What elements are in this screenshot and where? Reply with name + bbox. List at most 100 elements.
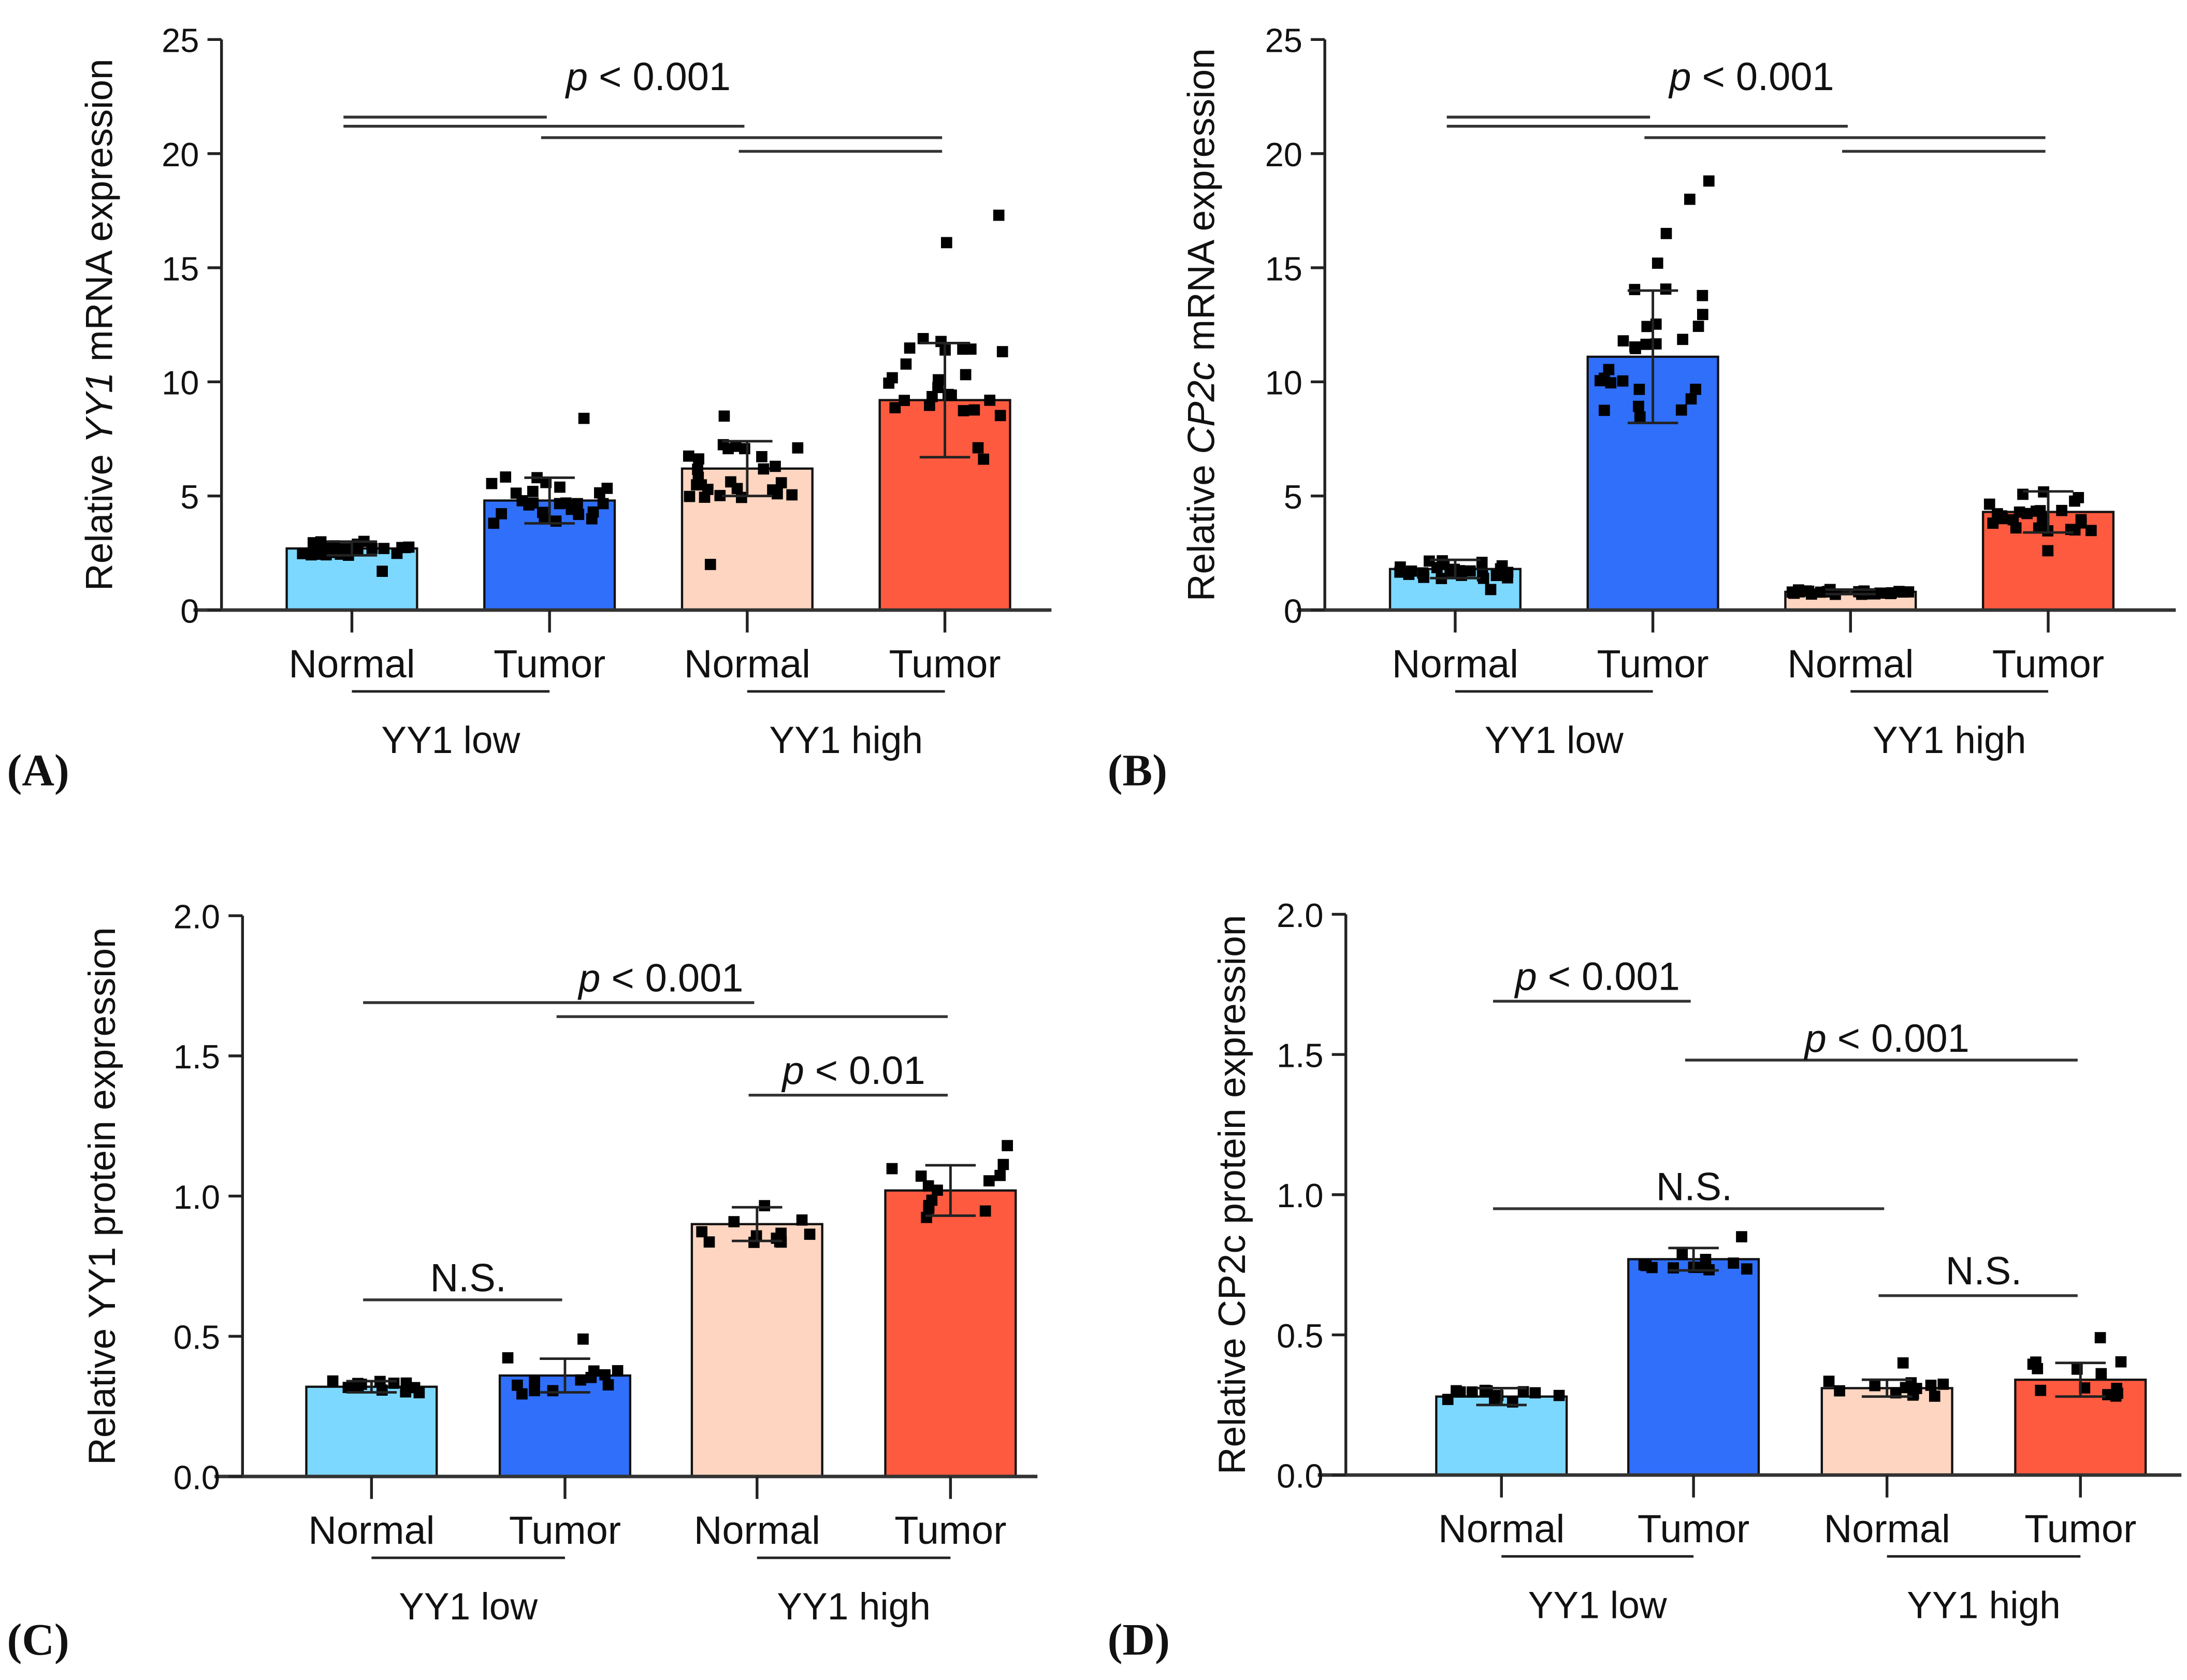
significance-label: p < 0.001 [1668, 55, 1834, 99]
data-point [1605, 377, 1617, 389]
x-tick-label: Tumor [889, 642, 1001, 686]
x-tick-label: Tumor [1597, 642, 1709, 686]
data-point [900, 358, 912, 370]
y-tick-label: 1.5 [173, 1038, 220, 1076]
p-value: < 0.001 [588, 55, 731, 99]
data-point [599, 1369, 611, 1381]
data-point [983, 1175, 995, 1186]
data-point [378, 543, 390, 554]
data-point [527, 486, 539, 497]
data-point [2115, 1356, 2127, 1368]
data-point [2032, 1363, 2044, 1374]
y-tick-label: 0 [1284, 592, 1302, 630]
data-point [1617, 375, 1629, 387]
y-tick-label: 25 [162, 22, 199, 60]
y-tick-label: 2.0 [1277, 896, 1323, 934]
data-point [984, 395, 996, 406]
data-point [1823, 1375, 1835, 1387]
data-point [1697, 289, 1708, 301]
data-point [1603, 364, 1615, 375]
significance-label: p < 0.001 [577, 956, 743, 1000]
data-point [767, 484, 778, 496]
data-point [597, 498, 609, 510]
data-point [1553, 1389, 1565, 1401]
p-value: < 0.001 [1537, 955, 1680, 999]
data-point [1793, 584, 1804, 596]
data-point [926, 390, 938, 402]
y-axis-title-part: Relative CP2c protein expression [1211, 915, 1253, 1474]
data-point [1660, 228, 1672, 239]
data-point [736, 491, 747, 503]
data-point [1633, 383, 1645, 395]
x-tick-label: Normal [684, 642, 810, 686]
data-point [933, 374, 944, 386]
data-point [978, 453, 990, 465]
data-point [2021, 508, 2033, 519]
data-point [1466, 1386, 1478, 1398]
significance-label: N.S. [1656, 1165, 1732, 1209]
data-point [922, 1180, 934, 1192]
data-point [1431, 562, 1443, 573]
data-point [572, 498, 583, 510]
data-point [1937, 1379, 1949, 1390]
y-tick-label: 0 [180, 592, 199, 630]
data-point [1677, 334, 1688, 345]
data-point [1929, 1391, 1940, 1402]
data-point [1454, 1386, 1466, 1398]
panel-a: 0 5 10 15 20 25 Relative YY1 mRNA expression No… [7, 22, 1052, 795]
data-point [1406, 565, 1417, 577]
data-point [2094, 1332, 2106, 1343]
data-point [1703, 175, 1715, 187]
data-point [691, 479, 702, 491]
data-point [1925, 1380, 1937, 1391]
data-point [1442, 1394, 1454, 1406]
p-symbol: p [781, 1049, 804, 1093]
data-point [1629, 341, 1641, 353]
data-point [500, 471, 512, 483]
data-point [693, 453, 704, 465]
data-point [1002, 1140, 1013, 1151]
p-value: < 0.001 [1691, 55, 1834, 99]
data-point [1476, 570, 1488, 582]
data-point [1700, 1254, 1712, 1265]
data-point [722, 443, 734, 455]
data-point [1617, 335, 1629, 346]
data-point [2042, 545, 2054, 557]
group-label: YY1 high [769, 719, 923, 761]
data-point [684, 490, 696, 502]
data-point [804, 1228, 816, 1240]
data-point [306, 549, 317, 561]
data-point [2085, 525, 2097, 537]
bar [690, 1223, 823, 1478]
data-point [683, 450, 694, 462]
data-point [297, 548, 309, 559]
data-point [696, 1226, 708, 1238]
data-point [2079, 1382, 2091, 1394]
data-point [315, 536, 327, 548]
data-point [958, 405, 969, 416]
data-point [923, 1203, 935, 1214]
data-point [388, 1378, 400, 1389]
p-symbol: p [1804, 1017, 1827, 1061]
data-point [352, 1378, 364, 1389]
data-point [1741, 1263, 1753, 1275]
data-point [1489, 1395, 1500, 1406]
data-point [588, 1365, 600, 1377]
data-point [714, 490, 726, 501]
data-point [547, 1385, 559, 1397]
data-point [1646, 1262, 1658, 1273]
data-point [899, 395, 910, 406]
data-point [2056, 504, 2067, 516]
y-tick-label: 0.5 [173, 1319, 220, 1356]
data-point [994, 1169, 1006, 1181]
y-axis-title-part: Relative [79, 444, 121, 591]
panel-b: 0 5 10 15 20 25 Relative CP2c mRNA expression N… [1108, 22, 2176, 795]
y-tick-label: 0.0 [173, 1458, 220, 1496]
data-point [960, 369, 972, 381]
data-point [400, 1386, 412, 1398]
data-point [512, 1379, 523, 1391]
y-axis-title: Relative YY1 mRNA expression [79, 59, 121, 591]
x-tick-label: Normal [288, 642, 415, 686]
data-point [889, 402, 901, 414]
data-point [728, 1216, 740, 1227]
